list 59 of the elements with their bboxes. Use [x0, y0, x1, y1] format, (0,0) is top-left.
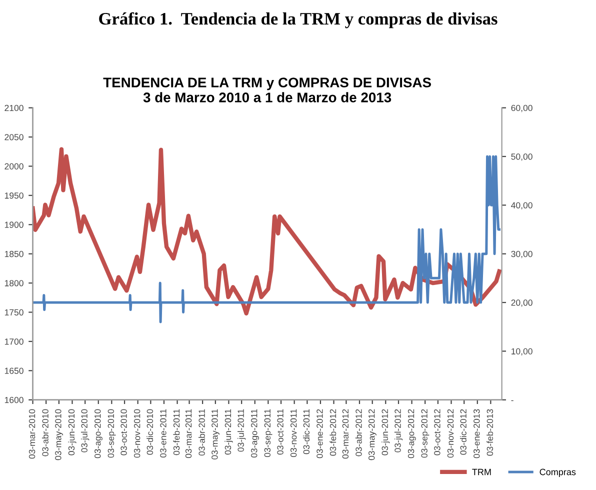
chart-title: TENDENCIA DE LA TRM y COMPRAS DE DIVISAS — [103, 78, 431, 90]
x-tick-label: 03-sep-2012 — [421, 409, 430, 458]
x-tick-label: 03-oct-2011 — [277, 409, 284, 455]
x-tick-label: 03-sep-2011 — [264, 409, 272, 458]
x-tick-label: 03-jun-2011 — [224, 409, 233, 455]
y2-tick-label: 50,00 — [511, 154, 532, 161]
x-tick-label: 03-mar-2011 — [185, 409, 192, 458]
y2-tick-label: 30,00 — [511, 250, 532, 258]
y-tick-label: 1900 — [4, 222, 24, 228]
x-tick-label: 03-dic-2010 — [146, 409, 154, 455]
y-tick-label: 1850 — [4, 250, 24, 258]
y-tick-label: 2050 — [4, 134, 24, 140]
x-tick-label: 03-ago-2012 — [408, 409, 416, 458]
x-tick-label: 03-sep-2010 — [108, 409, 116, 458]
x-tick-label: 03-feb-2011 — [173, 409, 180, 456]
x-tick-label: 03-abr-2011 — [198, 409, 205, 456]
y2-tick-label: 60,00 — [511, 104, 532, 112]
legend-label: Compras — [540, 468, 576, 477]
x-tick-label: 03-may-2012 — [368, 409, 376, 460]
y-tick-label: 2100 — [4, 104, 24, 112]
y2-tick-label: 40,00 — [511, 202, 532, 210]
x-tick-label: 03-ene-2013 — [474, 409, 480, 458]
x-tick-label: 03-abr-2012 — [355, 409, 362, 456]
x-tick-label: 03-feb-2013 — [486, 409, 494, 456]
x-tick-label: 03-may-2010 — [55, 409, 64, 460]
chart-subtitle: 3 de Marzo 2010 a 1 de Marzo de 2013 — [143, 92, 392, 102]
x-tick-label: 03-nov-2011 — [290, 409, 297, 458]
x-tick-label: 03-nov-2010 — [134, 409, 140, 458]
x-tick-label: 03-oct-2012 — [434, 409, 440, 456]
x-tick-label: 03-ago-2011 — [251, 409, 259, 458]
y-tick-label: 1950 — [4, 192, 24, 199]
y-tick-label: 1750 — [4, 309, 24, 316]
x-tick-label: 03-jul-2011 — [238, 409, 246, 452]
y2-tick-label: - — [511, 400, 514, 402]
x-tick-label: 03-jun-2010 — [68, 409, 76, 456]
x-tick-label: 03-jun-2012 — [382, 409, 390, 456]
y-tick-label: 1700 — [4, 338, 24, 345]
y-tick-label: 2000 — [4, 163, 24, 170]
x-tick-label: 03-ene-2011 — [160, 409, 166, 458]
x-tick-label: 03-feb-2012 — [330, 409, 336, 456]
x-tick-label: 03-abr-2010 — [42, 409, 48, 456]
y-tick-label: 1800 — [4, 280, 24, 286]
y-tick-label: 1600 — [4, 396, 24, 404]
x-tick-label: 03-oct-2010 — [120, 409, 127, 456]
x-tick-label: 03-mar-2012 — [342, 409, 349, 459]
x-tick-label: 03-jul-2010 — [81, 409, 90, 452]
x-tick-label: 03-dic-2012 — [460, 409, 466, 455]
x-tick-label: 03-dic-2011 — [303, 409, 310, 454]
y2-tick-label: 20,00 — [511, 300, 532, 307]
y-tick-label: 1650 — [4, 368, 24, 374]
x-tick-label: 03-ago-2010 — [94, 409, 102, 458]
x-tick-label: 03-may-2011 — [212, 409, 220, 460]
x-tick-label: 03-jul-2012 — [394, 409, 403, 452]
y2-tick-label: 10,00 — [512, 348, 532, 356]
text: Gráfico 1. Tendencia de la TRM y compras de divisas — [99, 12, 498, 28]
x-tick-label: 03-ene-2012 — [316, 409, 323, 458]
x-tick-label: 03-mar-2010 — [28, 409, 36, 459]
x-tick-label: 03-nov-2012 — [447, 409, 454, 458]
legend-label: TRM — [472, 468, 491, 476]
